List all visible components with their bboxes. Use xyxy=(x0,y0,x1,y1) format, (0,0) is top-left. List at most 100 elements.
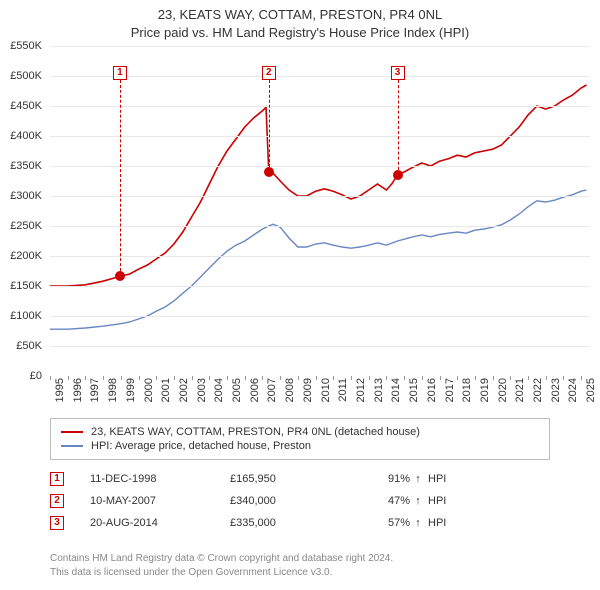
x-tick-mark xyxy=(121,376,122,380)
x-axis-tick-label: 2005 xyxy=(231,378,243,402)
x-axis-tick-label: 2009 xyxy=(302,378,314,402)
x-tick-mark xyxy=(386,376,387,380)
sales-row: 1 11-DEC-1998 £165,950 91% ↑ HPI xyxy=(50,468,550,490)
chart-container: 23, KEATS WAY, COTTAM, PRESTON, PR4 0NL … xyxy=(0,0,600,590)
y-axis-tick-label: £400K xyxy=(0,130,46,142)
sale-marker-box: 1 xyxy=(113,66,127,80)
x-axis-tick-label: 2019 xyxy=(479,378,491,402)
sale-date: 10-MAY-2007 xyxy=(90,495,230,507)
chart-lines-svg xyxy=(50,46,590,376)
sale-marker-box: 2 xyxy=(262,66,276,80)
sales-table: 1 11-DEC-1998 £165,950 91% ↑ HPI 2 10-MA… xyxy=(50,468,550,534)
sale-hpi-label: HPI xyxy=(426,473,446,485)
y-gridline xyxy=(50,226,590,227)
x-axis-tick-label: 2021 xyxy=(514,378,526,402)
x-axis-tick-label: 2024 xyxy=(567,378,579,402)
sale-marker-dot xyxy=(264,167,274,177)
y-axis-tick-label: £300K xyxy=(0,190,46,202)
y-axis-tick-label: £550K xyxy=(0,40,46,52)
sale-marker-dot xyxy=(115,271,125,281)
x-axis-tick-label: 1999 xyxy=(125,378,137,402)
legend-label: HPI: Average price, detached house, Pres… xyxy=(91,440,311,452)
sale-pct: 57% xyxy=(360,517,410,529)
title-block: 23, KEATS WAY, COTTAM, PRESTON, PR4 0NL … xyxy=(0,0,600,45)
y-axis-tick-label: £50K xyxy=(0,340,46,352)
sale-price: £165,950 xyxy=(230,473,360,485)
y-gridline xyxy=(50,346,590,347)
x-tick-mark xyxy=(156,376,157,380)
x-tick-mark xyxy=(493,376,494,380)
sale-marker-vline xyxy=(398,80,399,175)
x-axis-tick-label: 2003 xyxy=(196,378,208,402)
x-axis-tick-label: 2000 xyxy=(143,378,155,402)
x-axis-tick-label: 2013 xyxy=(373,378,385,402)
y-axis-tick-label: £200K xyxy=(0,250,46,262)
x-axis-tick-label: 2014 xyxy=(390,378,402,402)
arrow-up-icon: ↑ xyxy=(410,517,426,529)
legend-swatch-0 xyxy=(61,431,83,433)
x-tick-mark xyxy=(227,376,228,380)
y-axis-tick-label: £150K xyxy=(0,280,46,292)
x-tick-mark xyxy=(280,376,281,380)
y-axis-tick-label: £250K xyxy=(0,220,46,232)
x-axis-tick-label: 2025 xyxy=(585,378,597,402)
y-axis-tick-label: £0 xyxy=(0,370,46,382)
y-axis-tick-label: £350K xyxy=(0,160,46,172)
x-axis-tick-label: 2016 xyxy=(426,378,438,402)
sale-marker-box: 3 xyxy=(50,516,64,530)
sale-date: 11-DEC-1998 xyxy=(90,473,230,485)
x-axis-tick-label: 1996 xyxy=(72,378,84,402)
x-tick-mark xyxy=(316,376,317,380)
x-tick-mark xyxy=(440,376,441,380)
y-gridline xyxy=(50,136,590,137)
x-axis-tick-label: 2022 xyxy=(532,378,544,402)
x-tick-mark xyxy=(333,376,334,380)
y-gridline xyxy=(50,106,590,107)
x-tick-mark xyxy=(139,376,140,380)
x-axis-tick-label: 1998 xyxy=(107,378,119,402)
sale-price: £335,000 xyxy=(230,517,360,529)
x-axis-tick-label: 2006 xyxy=(249,378,261,402)
x-tick-mark xyxy=(85,376,86,380)
x-axis-tick-label: 2007 xyxy=(266,378,278,402)
x-tick-mark xyxy=(209,376,210,380)
sale-marker-box: 1 xyxy=(50,472,64,486)
sale-pct: 47% xyxy=(360,495,410,507)
x-axis-tick-label: 1995 xyxy=(54,378,66,402)
title-line1: 23, KEATS WAY, COTTAM, PRESTON, PR4 0NL xyxy=(10,6,590,24)
x-axis-tick-label: 2002 xyxy=(178,378,190,402)
x-axis-tick-label: 2008 xyxy=(284,378,296,402)
y-gridline xyxy=(50,316,590,317)
sale-marker-box: 3 xyxy=(391,66,405,80)
x-axis-tick-label: 2017 xyxy=(444,378,456,402)
x-axis-tick-label: 2015 xyxy=(408,378,420,402)
arrow-up-icon: ↑ xyxy=(410,473,426,485)
sale-marker-vline xyxy=(269,80,270,172)
sale-marker-vline xyxy=(120,80,121,276)
sales-row: 3 20-AUG-2014 £335,000 57% ↑ HPI xyxy=(50,512,550,534)
y-axis-tick-label: £450K xyxy=(0,100,46,112)
x-tick-mark xyxy=(262,376,263,380)
arrow-up-icon: ↑ xyxy=(410,495,426,507)
x-tick-mark xyxy=(546,376,547,380)
x-tick-mark xyxy=(192,376,193,380)
x-axis-tick-label: 2004 xyxy=(213,378,225,402)
x-axis-tick-label: 2023 xyxy=(550,378,562,402)
copyright-block: Contains HM Land Registry data © Crown c… xyxy=(50,552,550,579)
x-tick-mark xyxy=(50,376,51,380)
legend-label: 23, KEATS WAY, COTTAM, PRESTON, PR4 0NL … xyxy=(91,426,420,438)
sale-hpi-label: HPI xyxy=(426,517,446,529)
y-gridline xyxy=(50,76,590,77)
x-tick-mark xyxy=(457,376,458,380)
legend-box: 23, KEATS WAY, COTTAM, PRESTON, PR4 0NL … xyxy=(50,418,550,460)
sale-pct: 91% xyxy=(360,473,410,485)
legend-item: HPI: Average price, detached house, Pres… xyxy=(61,439,539,453)
x-axis-tick-label: 2020 xyxy=(497,378,509,402)
sale-price: £340,000 xyxy=(230,495,360,507)
sale-hpi-label: HPI xyxy=(426,495,446,507)
sale-marker-dot xyxy=(393,170,403,180)
x-tick-mark xyxy=(510,376,511,380)
x-tick-mark xyxy=(422,376,423,380)
y-gridline xyxy=(50,46,590,47)
title-line2: Price paid vs. HM Land Registry's House … xyxy=(10,24,590,42)
